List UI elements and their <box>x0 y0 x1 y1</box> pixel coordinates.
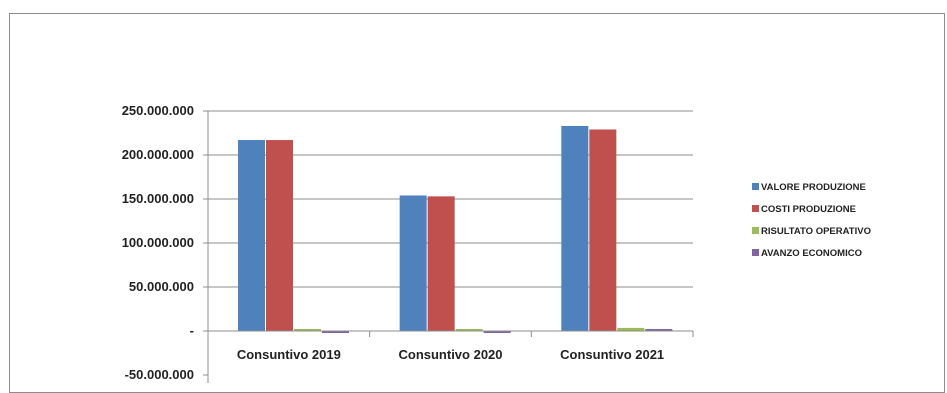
legend-label: COSTI PRODUZIONE <box>761 204 856 215</box>
legend-swatch <box>752 205 759 212</box>
legend-label: AVANZO ECONOMICO <box>761 248 862 259</box>
y-tick-label: 200.000.000 <box>122 147 194 162</box>
bar <box>645 329 673 331</box>
legend: VALORE PRODUZIONE COSTI PRODUZIONE RISULTA… <box>752 182 871 259</box>
y-tick-label: 150.000.000 <box>122 191 194 206</box>
bar <box>294 329 321 331</box>
legend-label: VALORE PRODUZIONE <box>761 182 866 193</box>
legend-label: RISULTATO OPERATIVO <box>761 226 871 237</box>
legend-swatch <box>752 183 759 190</box>
axes <box>207 111 694 383</box>
x-category-label: Consuntivo 2019 <box>237 347 341 362</box>
bar <box>322 331 349 333</box>
y-tick-label: 50.000.000 <box>129 279 194 294</box>
bar <box>455 329 483 331</box>
y-axis-ticks: 250.000.000 200.000.000 150.000.000 100.000… <box>122 103 208 382</box>
legend-swatch <box>752 227 759 234</box>
legend-swatch <box>752 249 759 256</box>
x-category-label: Consuntivo 2021 <box>560 347 664 362</box>
y-tick-label: -50.000.000 <box>125 367 194 382</box>
bar <box>266 140 293 331</box>
y-tick-label: 250.000.000 <box>122 103 194 118</box>
bar <box>483 331 511 333</box>
bar <box>427 196 455 331</box>
bar <box>589 129 617 331</box>
category-labels: Consuntivo 2019 Consuntivo 2020 Consuntivo… <box>237 347 664 362</box>
bar <box>399 195 427 331</box>
bar <box>617 327 645 331</box>
y-tick-label: - <box>190 323 194 338</box>
y-tick-label: 100.000.000 <box>122 235 194 250</box>
bar <box>561 125 589 332</box>
bar-chart: 250.000.000 200.000.000 150.000.000 100.000… <box>122 103 871 383</box>
bars <box>238 125 673 333</box>
bar <box>238 140 265 331</box>
x-category-label: Consuntivo 2020 <box>398 347 502 362</box>
